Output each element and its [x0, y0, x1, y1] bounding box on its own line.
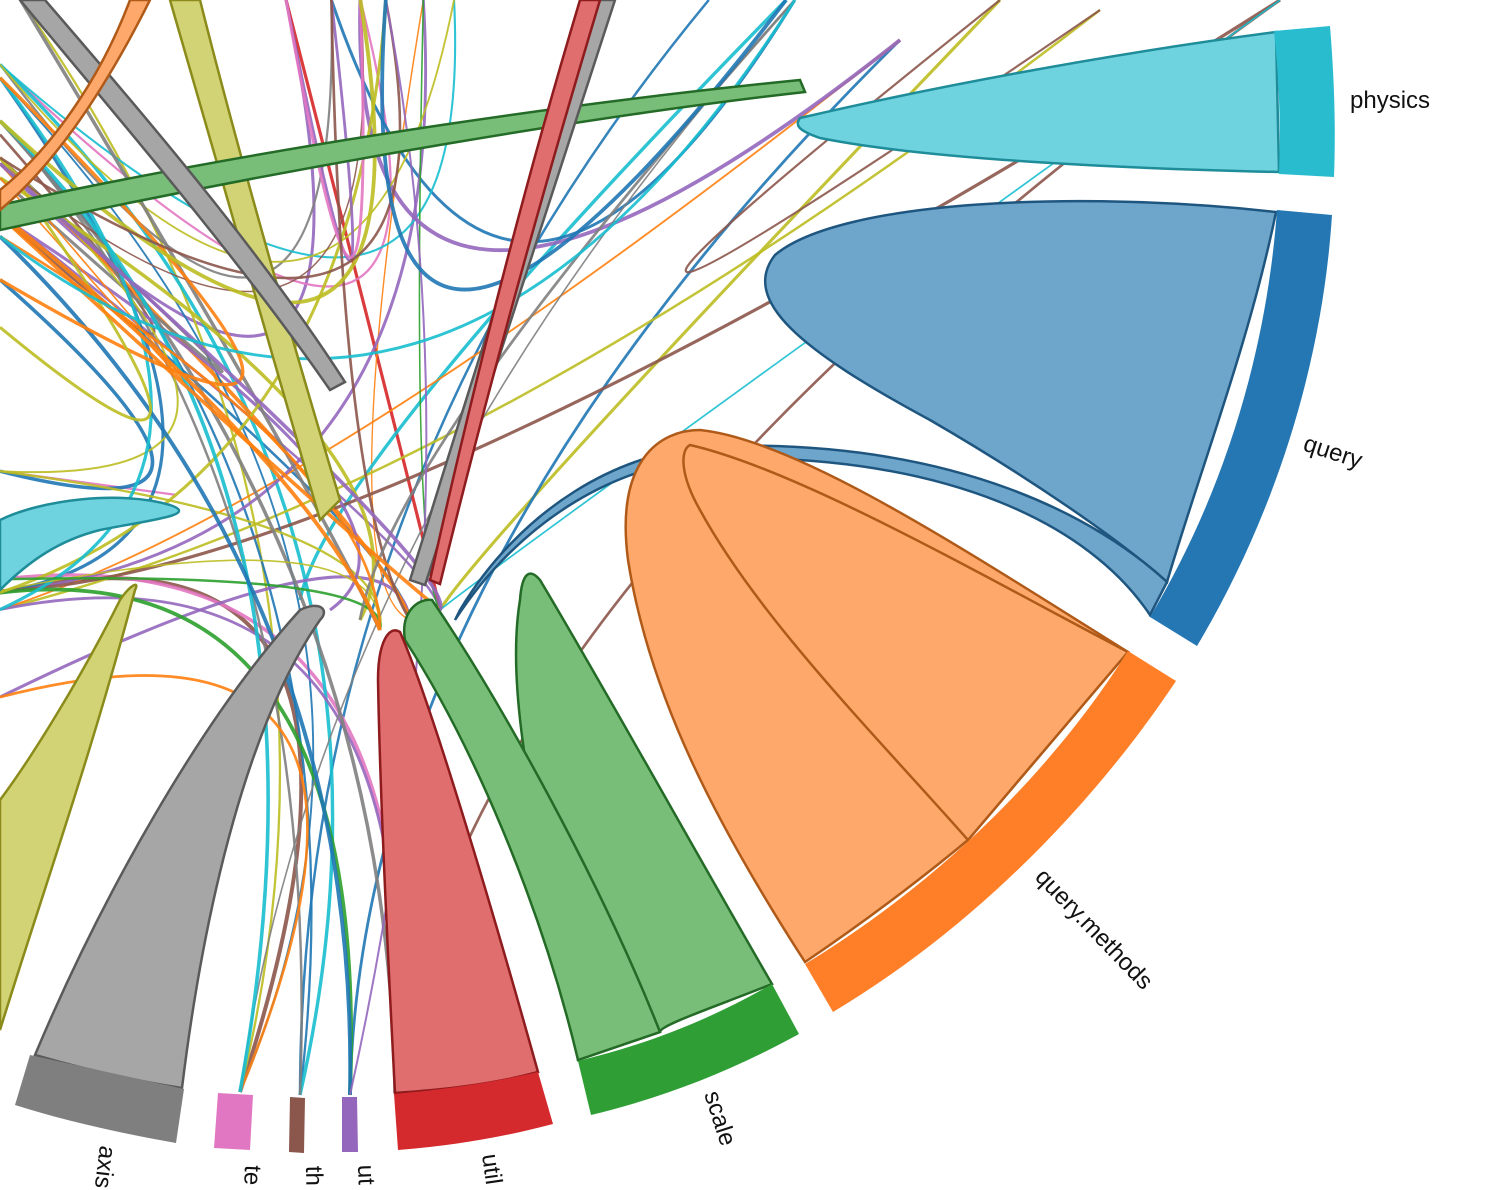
group-arc-axis[interactable]	[15, 1055, 184, 1143]
group-arc-query[interactable]	[1150, 210, 1332, 646]
label-physics: physics	[1350, 87, 1430, 114]
ribbon-other-cyan	[0, 496, 180, 592]
ribbon-scale-b	[402, 598, 662, 1062]
chord-line	[0, 119, 270, 1093]
ribbon-query-self	[763, 199, 1278, 585]
chord-line	[0, 0, 797, 361]
ribbon-other-gray	[18, 0, 347, 392]
chord-line	[284, 0, 365, 259]
label-util: util	[476, 1152, 507, 1186]
chord-line	[0, 0, 402, 280]
chord-line	[0, 162, 443, 611]
group-arc-util[interactable]	[394, 1072, 553, 1150]
ribbon-other-olive	[0, 583, 138, 1031]
chord-line	[284, 0, 355, 262]
group-arc-query-methods[interactable]	[805, 651, 1176, 1012]
ribbon-other-orange	[0, 0, 152, 212]
chord-line	[0, 576, 382, 631]
chord-line	[330, 0, 412, 621]
group-arc-physics[interactable]	[1274, 26, 1335, 177]
chord-line	[298, 0, 788, 601]
chord-line	[298, 0, 710, 1096]
main-ribbons	[0, 0, 1281, 1095]
chord-line	[0, 0, 455, 263]
chord-line	[0, 235, 353, 1096]
label-axis: axis	[89, 1144, 121, 1190]
chord-line	[0, 120, 303, 1096]
group-arc-th[interactable]	[289, 1097, 305, 1153]
label-ut: ut	[352, 1164, 380, 1185]
label-te: te	[238, 1165, 266, 1186]
chord-line	[0, 674, 309, 1093]
chord-line	[0, 559, 381, 631]
label-scale: scale	[698, 1088, 741, 1150]
group-arcs	[15, 26, 1335, 1153]
ribbon-other-green	[0, 78, 807, 232]
chord-line	[0, 0, 388, 595]
ribbon-query-to-query-methods	[453, 444, 1169, 621]
label-query: query	[1300, 430, 1365, 474]
ribbon-query-methods-b	[682, 443, 1130, 842]
chord-line	[0, 278, 155, 491]
chord-line	[19, 0, 282, 1093]
group-arc-ut[interactable]	[342, 1097, 358, 1152]
ribbon-other-red	[428, 0, 602, 586]
chord-line	[358, 0, 902, 253]
group-arc-scale[interactable]	[578, 984, 799, 1115]
chord-line	[0, 156, 179, 474]
label-query-methods: query.methods	[1030, 863, 1158, 995]
group-arc-te[interactable]	[214, 1093, 253, 1150]
chord-line	[239, 0, 796, 1093]
ribbon-physics-self	[796, 30, 1281, 174]
chord-line	[0, 156, 153, 422]
label-th: th	[300, 1166, 327, 1186]
